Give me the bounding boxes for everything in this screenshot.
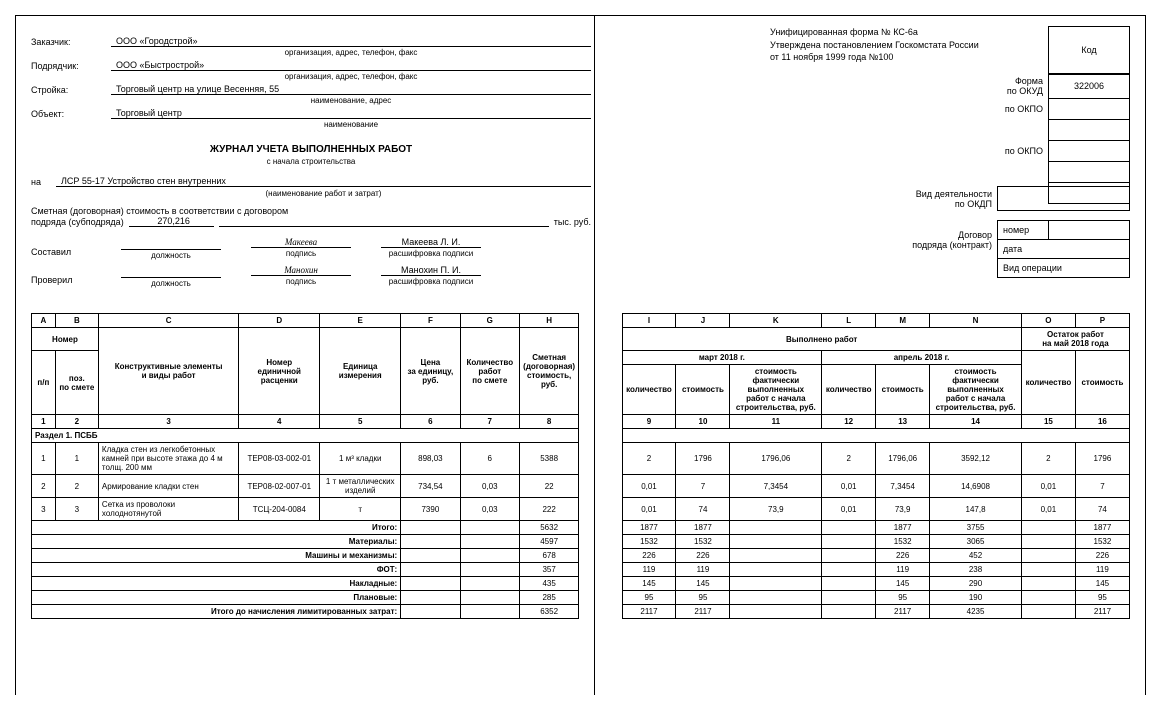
form-codes-table: Формапо ОКУД322006 по ОКПО по ОКПО — [1000, 74, 1130, 204]
sign2: Манохин — [251, 265, 351, 276]
customer-label: Заказчик: — [31, 37, 111, 47]
construction-label: Стройка: — [31, 85, 111, 95]
approval-line1: Унифицированная форма № КС-6а — [770, 26, 1038, 39]
object-hint: наименование — [111, 120, 591, 129]
customer-value: ООО «Городстрой» — [111, 36, 591, 47]
document-subtitle: с начала строительства — [31, 157, 591, 166]
approval-line2: Утверждена постановлением Госкомстата Ро… — [770, 39, 1038, 52]
work-name: ЛСР 55-17 Устройство стен внутренних — [56, 176, 591, 187]
main-table: ABCDEFGHIJKLMNOPНомерКонструктивные элем… — [31, 313, 1130, 619]
approval-line3: от 11 ноября 1999 года №100 — [770, 51, 1038, 64]
code-table: Код — [1038, 26, 1130, 74]
contractor-hint: организация, адрес, телефон, факс — [111, 72, 591, 81]
name1: Макеева Л. И. — [381, 237, 481, 248]
sign1: Макеева — [251, 237, 351, 248]
estimate-value: 270,216 — [129, 216, 214, 227]
work-prefix: на — [31, 177, 56, 187]
parties-block: Заказчик: ООО «Городстрой» организация, … — [31, 26, 591, 298]
estimate-prefix: подряда (субподряда) — [31, 217, 124, 227]
compiled-label: Составил — [31, 237, 91, 260]
code-header: Код — [1049, 27, 1130, 74]
okud-value: 322006 — [1049, 74, 1130, 98]
contractor-value: ООО «Быстрострой» — [111, 60, 591, 71]
document-page: Заказчик: ООО «Городстрой» организация, … — [15, 15, 1146, 695]
estimate-unit: тыс. руб. — [554, 217, 591, 227]
object-label: Объект: — [31, 109, 111, 119]
object-value: Торговый центр — [111, 108, 591, 119]
checked-label: Проверил — [31, 265, 91, 288]
construction-hint: наименование, адрес — [111, 96, 591, 105]
work-hint: (наименование работ и затрат) — [56, 189, 591, 198]
construction-value: Торговый центр на улице Весенняя, 55 — [111, 84, 591, 95]
contract-block: Вид деятельностипо ОКДП Договорподряда (… — [907, 186, 1130, 278]
estimate-line1: Сметная (договорная) стоимость в соответ… — [31, 206, 591, 216]
name2: Манохин П. И. — [381, 265, 481, 276]
contractor-label: Подрядчик: — [31, 61, 111, 71]
signatures-block: Составил должность Макееваподпись Макеев… — [31, 237, 591, 288]
customer-hint: организация, адрес, телефон, факс — [111, 48, 591, 57]
document-title: ЖУРНАЛ УЧЕТА ВЫПОЛНЕННЫХ РАБОТ — [31, 144, 591, 155]
estimate-block: Сметная (договорная) стоимость в соответ… — [31, 206, 591, 227]
